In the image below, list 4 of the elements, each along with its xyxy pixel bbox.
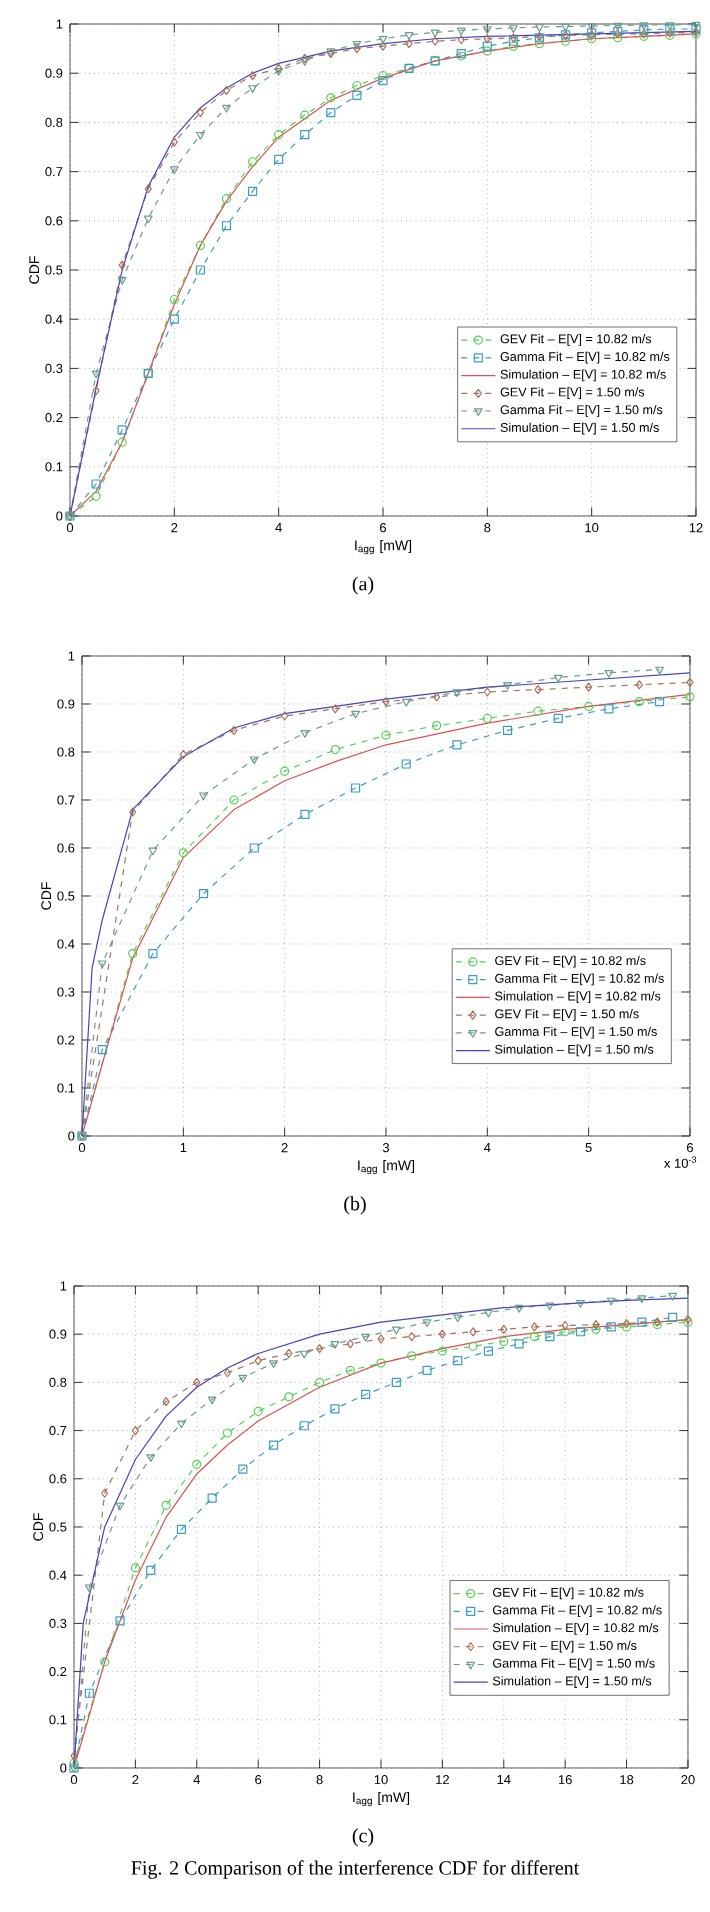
caption: Fig. 2 Comparison of the interference CDF for different xyxy=(131,1860,580,1879)
text: (a) xyxy=(352,576,374,595)
text: (b) xyxy=(344,1196,366,1215)
text: (c) xyxy=(352,1828,374,1847)
